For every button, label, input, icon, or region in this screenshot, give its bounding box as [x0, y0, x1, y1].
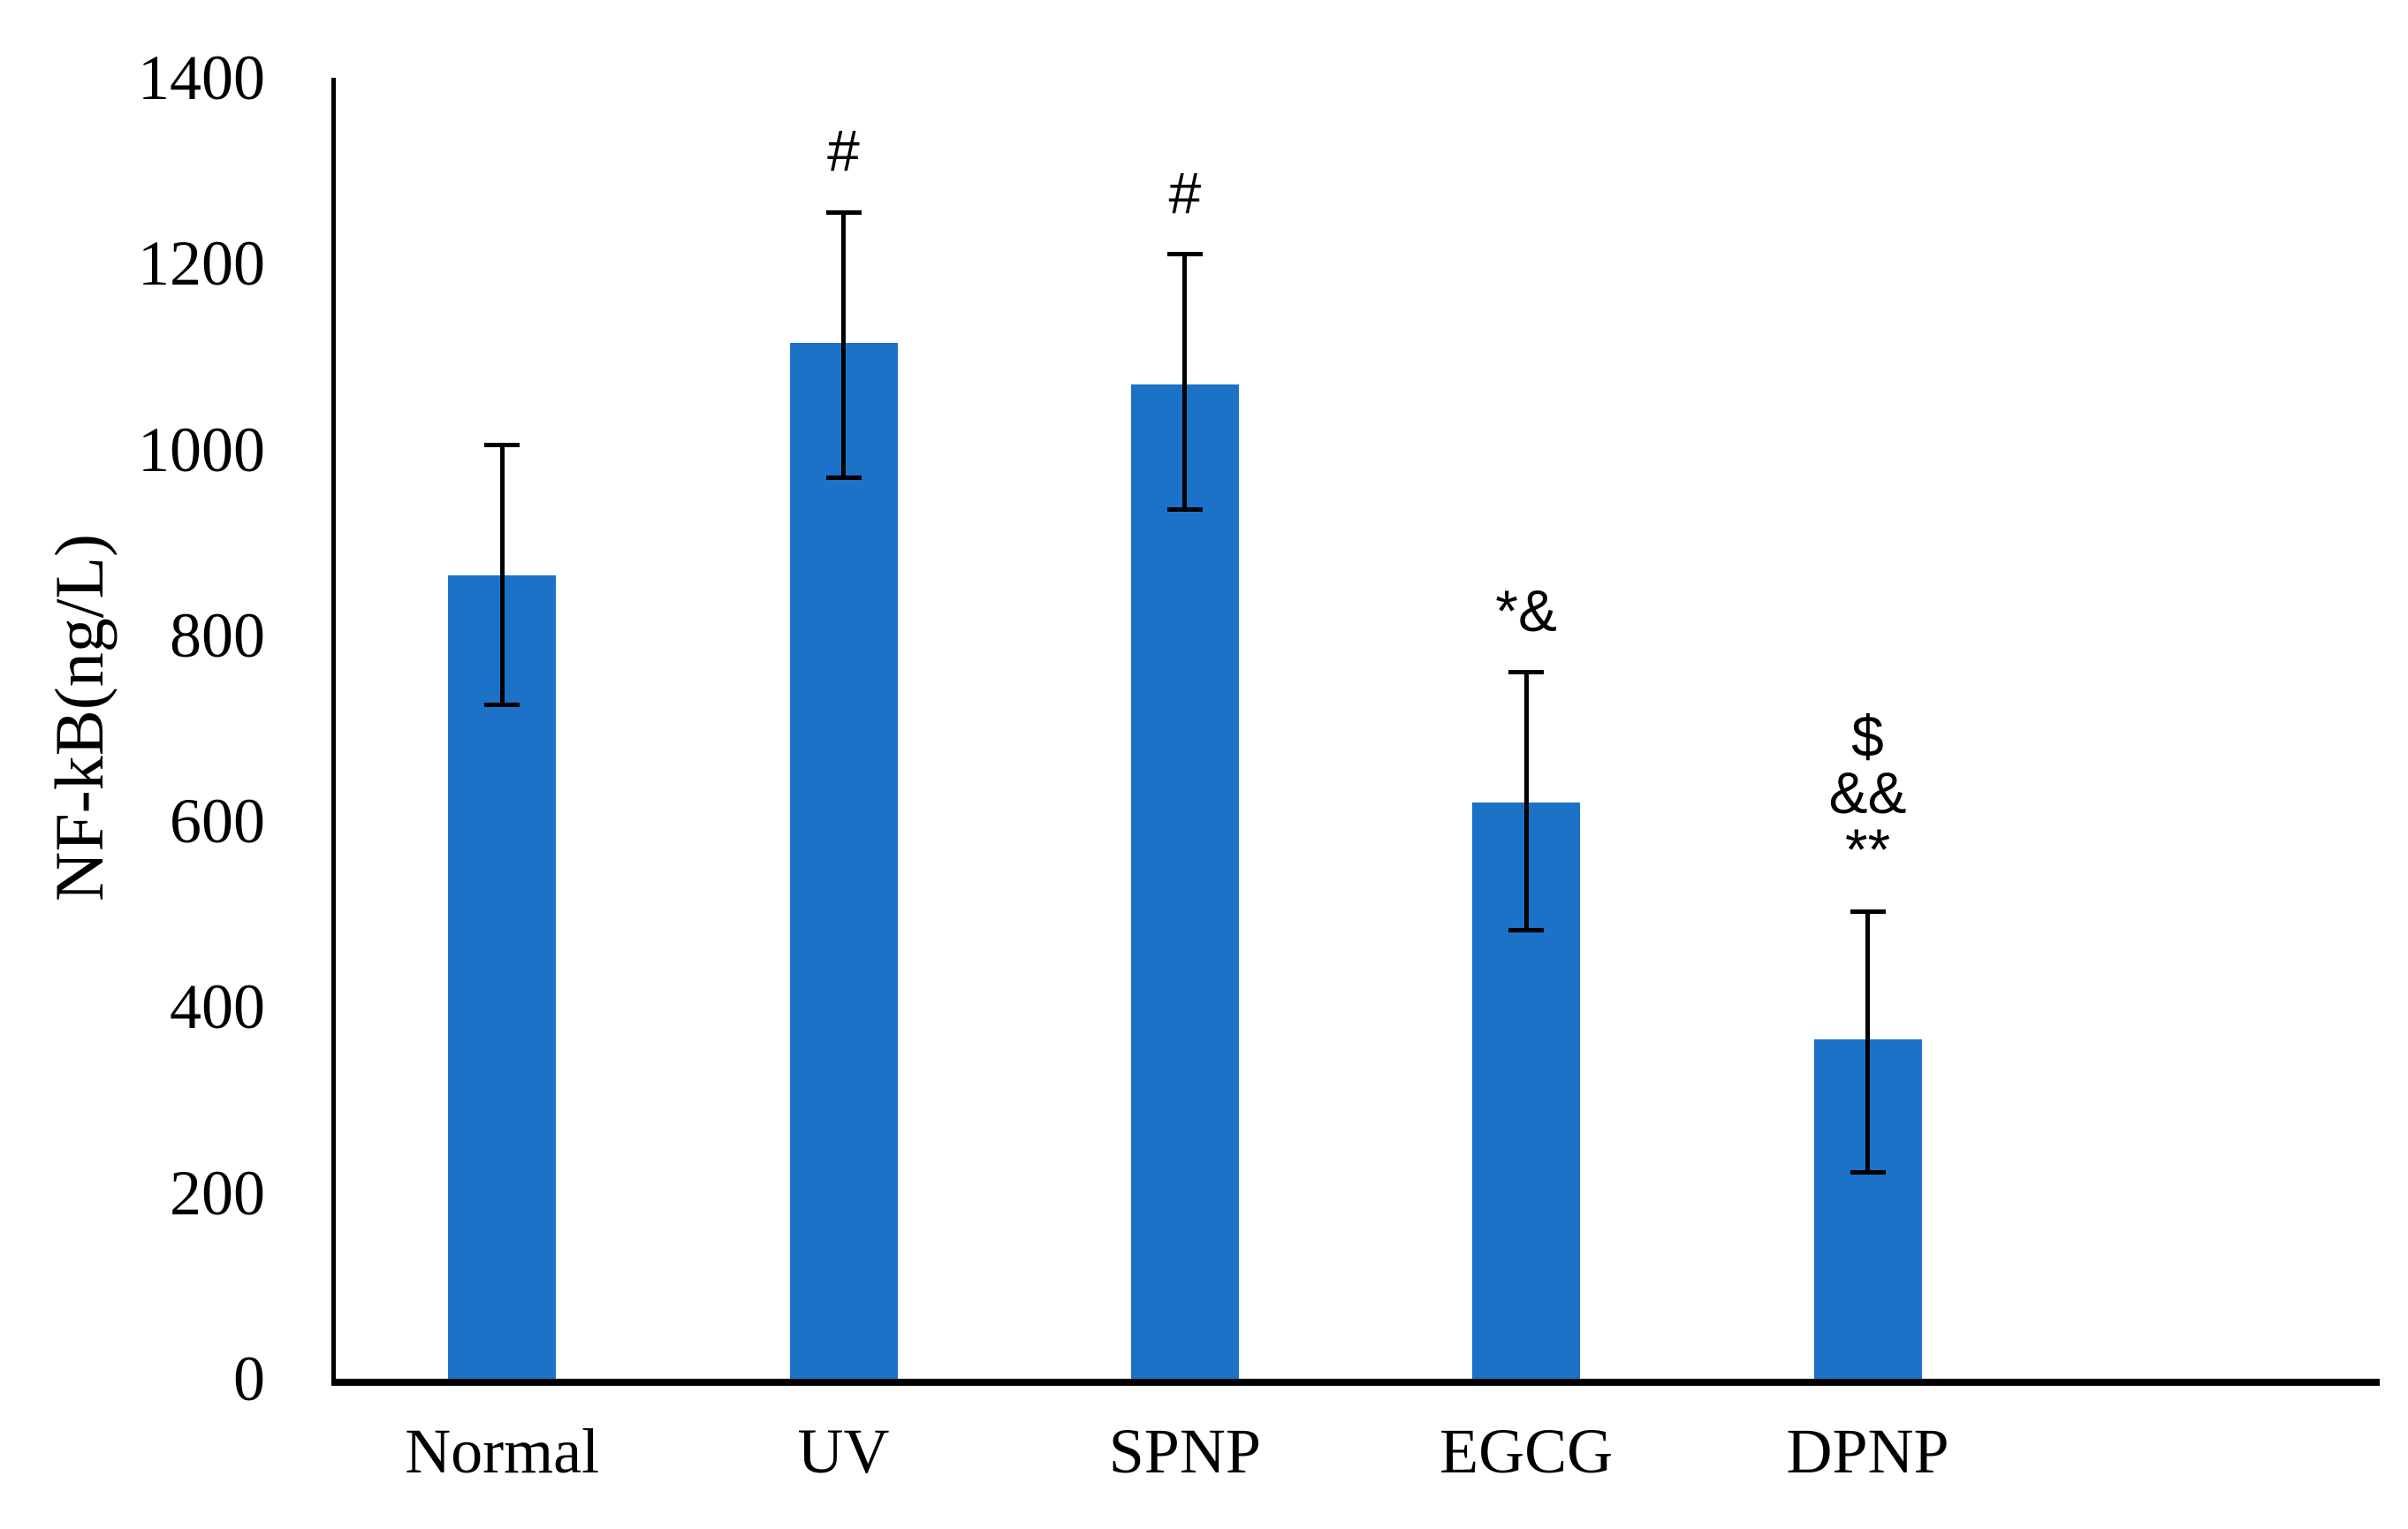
y-tick-label: 1200 — [138, 228, 265, 300]
significance-annotation: *& — [1349, 577, 1703, 643]
error-bar-line — [1182, 254, 1188, 510]
significance-annotation: $ && ** — [1691, 704, 2045, 883]
x-axis-label-spnp: SPNP — [1108, 1416, 1261, 1487]
significance-mark: # — [827, 118, 860, 184]
significance-mark: $ — [1851, 704, 1884, 770]
error-bar-cap-top — [1850, 909, 1886, 914]
error-bar-cap-top — [1508, 670, 1545, 675]
significance-annotation: # — [1008, 159, 1362, 225]
error-bar-cap-bottom — [1850, 1170, 1886, 1175]
y-tick-label: 800 — [170, 599, 265, 671]
bar-spnp — [1130, 384, 1239, 1379]
error-bar-cap-bottom — [484, 703, 520, 708]
y-tick-label: 0 — [233, 1343, 265, 1414]
x-axis-line — [331, 1379, 2380, 1386]
bar-normal — [448, 574, 557, 1379]
error-bar-cap-bottom — [825, 475, 862, 480]
significance-mark: && — [1828, 760, 1907, 826]
error-bar-line — [499, 445, 505, 705]
significance-annotation: # — [667, 118, 1021, 184]
significance-mark: *& — [1495, 577, 1558, 643]
y-tick-label: 1400 — [138, 42, 265, 113]
x-axis-label-egcg: EGCG — [1439, 1416, 1614, 1487]
x-axis-label-normal: Normal — [405, 1416, 600, 1487]
y-tick-label: 200 — [170, 1157, 265, 1229]
error-bar-line — [841, 212, 846, 478]
error-bar-cap-bottom — [1508, 927, 1545, 932]
error-bar-line — [1865, 911, 1870, 1173]
x-axis-label-uv: UV — [797, 1416, 890, 1487]
error-bar-cap-top — [825, 209, 862, 215]
error-bar-cap-bottom — [1166, 507, 1203, 513]
error-bar-cap-top — [484, 442, 520, 447]
y-axis-line — [331, 78, 336, 1386]
significance-mark: # — [1168, 159, 1202, 225]
error-bar-cap-top — [1166, 252, 1203, 257]
significance-mark: ** — [1844, 817, 1891, 883]
y-tick-label: 1000 — [138, 414, 265, 485]
error-bar-line — [1523, 672, 1529, 931]
y-tick-label: 600 — [170, 786, 265, 857]
y-tick-label: 400 — [170, 971, 265, 1043]
bar-uv — [789, 342, 898, 1379]
x-axis-label-dpnp: DPNP — [1786, 1416, 1949, 1487]
